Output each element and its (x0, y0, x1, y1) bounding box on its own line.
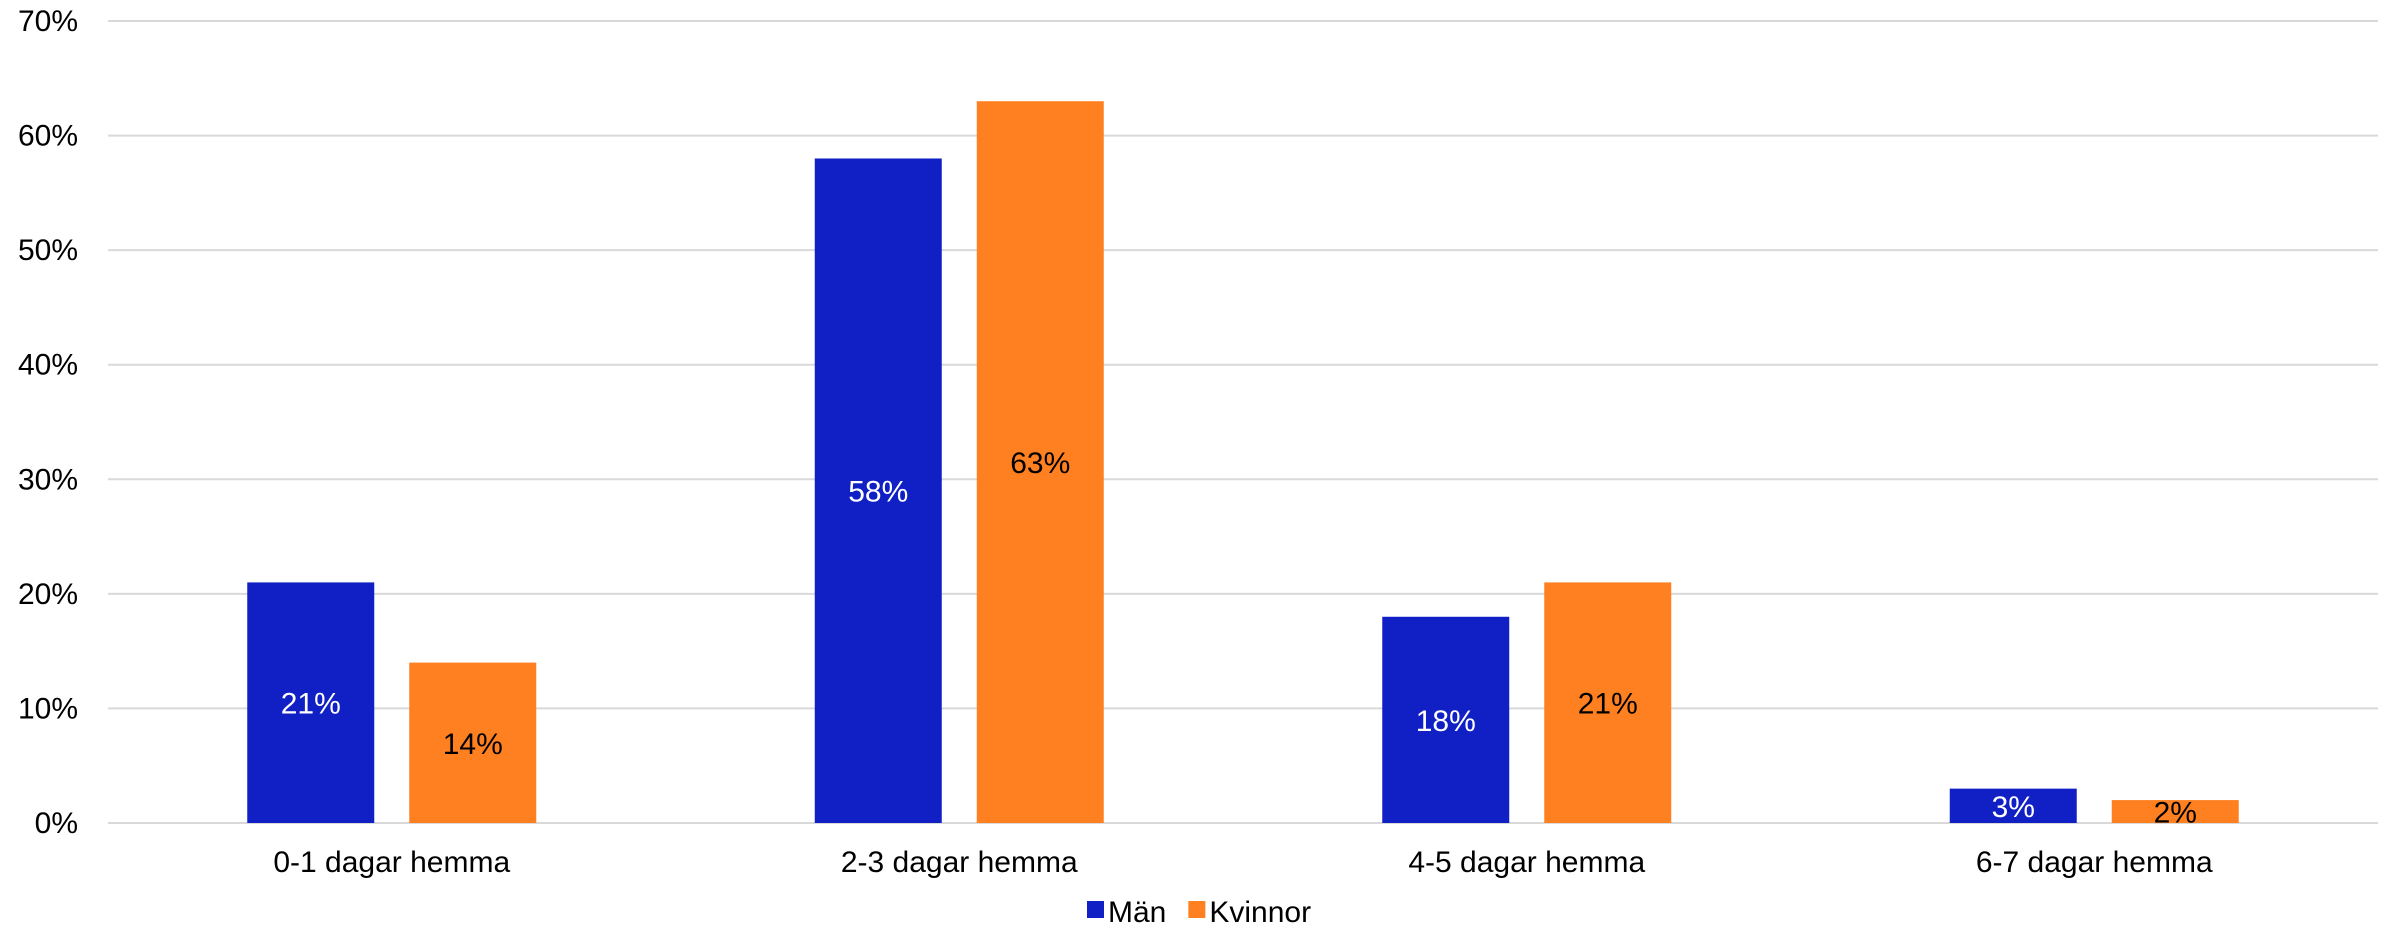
bar-man (814, 158, 942, 823)
bar-man (247, 582, 375, 823)
bar-kvinnor (2111, 800, 2239, 823)
data-labels: 21% 14% 58% 63% 18% 21% 3% 2% (281, 447, 2197, 829)
data-label: 18% (1416, 705, 1476, 738)
x-category-label: 0-1 dagar hemma (273, 846, 510, 879)
y-tick-label: 0% (35, 807, 78, 840)
legend-label: Kvinnor (1209, 896, 1311, 929)
y-tick-label: 20% (18, 578, 78, 611)
bar-kvinnor (409, 662, 537, 823)
data-label: 14% (443, 728, 503, 761)
x-category-label: 6-7 dagar hemma (1976, 846, 2213, 879)
legend: Män Kvinnor (1087, 896, 1311, 929)
legend-swatch-kvinnor (1188, 901, 1206, 918)
legend-label: Män (1108, 896, 1166, 929)
x-category-label: 2-3 dagar hemma (841, 846, 1078, 879)
y-tick-label: 50% (18, 234, 78, 267)
y-tick-label: 30% (18, 463, 78, 496)
y-tick-label: 10% (18, 692, 78, 725)
y-tick-label: 60% (18, 120, 78, 153)
data-label: 58% (848, 476, 908, 509)
legend-swatch-man (1087, 901, 1104, 918)
data-label: 63% (1010, 447, 1070, 480)
data-label: 21% (1578, 688, 1638, 721)
data-label: 2% (2154, 797, 2197, 830)
bar-man (1382, 616, 1510, 823)
y-tick-label: 40% (18, 349, 78, 382)
y-tick-label: 70% (18, 5, 78, 38)
data-label: 21% (281, 688, 341, 721)
x-category-label: 4-5 dagar hemma (1408, 846, 1645, 879)
bar-kvinnor (1544, 582, 1672, 823)
bar-man (1949, 788, 2077, 823)
bars (247, 101, 2239, 823)
bar-kvinnor (976, 101, 1104, 823)
data-label: 3% (1992, 791, 2035, 824)
y-axis-tick-labels: 0% 10% 20% 30% 40% 50% 60% 70% (18, 5, 78, 840)
x-axis-category-labels: 0-1 dagar hemma 2-3 dagar hemma 4-5 dagar … (273, 846, 2213, 879)
